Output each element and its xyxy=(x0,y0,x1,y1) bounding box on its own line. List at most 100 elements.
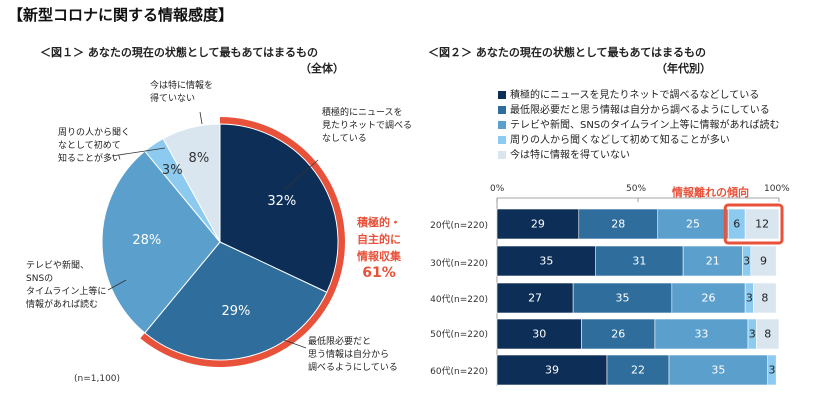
callout-line: なしている xyxy=(322,134,367,144)
bar-value-label: 35 xyxy=(615,292,629,305)
callout-leader-line xyxy=(199,111,203,125)
legend-swatch xyxy=(498,151,506,159)
fig1-title: ＜図１＞ あなたの現在の状態として最もあてはまるもの xyxy=(40,46,319,59)
callout-lines xyxy=(107,111,319,349)
bar-segment xyxy=(744,208,780,240)
pie-value-label: 29% xyxy=(221,304,251,320)
bar-value-label: 9 xyxy=(760,255,767,268)
bar-value-label: 8 xyxy=(764,328,771,341)
callout-tv-sns: テレビや新聞、 SNSの タイムライン上等に 情報があれば読む xyxy=(26,260,106,312)
page-title: 【新型コロナに関する情報感度】 xyxy=(8,6,234,24)
fig1-n-label: (n=1,100) xyxy=(74,374,121,384)
callout-minimum-info: 最低限必要だと 思う情報は自分から 調べるようにしている xyxy=(308,336,398,375)
legend-swatch xyxy=(498,121,506,129)
pie-slice xyxy=(144,241,328,361)
legend-label: 最低限必要だと思う情報は自分から調べるようにしている xyxy=(510,105,770,116)
bar-value-label: 6 xyxy=(733,218,740,231)
axis-tick: 100% xyxy=(764,184,790,194)
bar-segment xyxy=(668,354,769,386)
bar-value-label: 22 xyxy=(631,364,645,377)
highlight-line: 積極的・ xyxy=(357,216,401,229)
legend-label: 今は特に情報を得ていない xyxy=(510,150,630,161)
highlight-line: 自主的に xyxy=(357,233,401,246)
bar-segment xyxy=(606,354,670,386)
bar-value-label: 25 xyxy=(686,218,700,231)
legend-label: テレビや新聞、SNSのタイムライン上等に情報があれば読む xyxy=(510,120,780,131)
axis-tick: 50% xyxy=(626,184,647,194)
bar-value-label: 3 xyxy=(746,292,753,305)
legend-item: テレビや新聞、SNSのタイムライン上等に情報があれば読む xyxy=(498,118,779,133)
legend-label: 周りの人から聞くなどして初めて知ることが多い xyxy=(510,135,730,146)
bar-segment xyxy=(682,245,743,277)
bar-value-label: 21 xyxy=(706,255,720,268)
pie-group xyxy=(101,117,346,367)
fig2-subtitle: （年代別） xyxy=(656,62,711,75)
callout-no-info: 今は特に情報を 得ていない xyxy=(150,80,213,106)
pie-value-label: 32% xyxy=(267,193,297,209)
bar-segment xyxy=(767,354,777,386)
legend-item: 今は特に情報を得ていない xyxy=(498,148,779,163)
pie-slice xyxy=(219,123,339,293)
bar-value-label: 29 xyxy=(531,218,545,231)
bar-segment xyxy=(496,245,596,277)
bar-segment xyxy=(657,208,729,240)
callout-line: 情報があれば読む xyxy=(26,300,99,310)
bar-value-label: 12 xyxy=(755,218,769,231)
row-label: 30代(n=220) xyxy=(430,259,488,269)
bar-segment xyxy=(572,282,673,314)
legend-swatch xyxy=(498,136,506,144)
legend-item: 周りの人から聞くなどして初めて知ることが多い xyxy=(498,133,779,148)
bar-value-label: 27 xyxy=(528,292,542,305)
bar-value-label: 3 xyxy=(768,364,775,377)
bar-value-label: 30 xyxy=(532,328,546,341)
callout-line: SNSの xyxy=(26,274,54,284)
bar-segment xyxy=(671,282,746,314)
row-label: 20代(n=220) xyxy=(430,221,488,231)
callout-line: 思う情報は自分から xyxy=(308,350,390,360)
bar-segment xyxy=(756,318,780,350)
callout-leader-line xyxy=(283,159,319,191)
bar-value-label: 39 xyxy=(545,364,559,377)
callout-line: 知ることが多い xyxy=(58,154,122,164)
bar-value-label: 35 xyxy=(711,364,725,377)
legend-item: 積極的にニュースを見たりネットで調べるなどしている xyxy=(498,88,779,103)
callout-word-of-mouth: 周りの人から聞く なとして初めて 知ることが多い xyxy=(58,127,130,166)
highlight-value: 61% xyxy=(362,265,396,281)
callout-active-news: 積極的にニュースを 見たりネットで調べる なしている xyxy=(322,107,412,146)
highlight-box xyxy=(723,203,784,245)
callout-line: 今は特に情報を xyxy=(150,81,214,91)
legend-item: 最低限必要だと思う情報は自分から調べるようにしている xyxy=(498,103,779,118)
fig1-subtitle: （全体） xyxy=(300,62,344,75)
callout-line: 周りの人から聞く xyxy=(58,128,131,138)
bar-value-label: 3 xyxy=(749,328,756,341)
callout-line: 最低限必要だと xyxy=(308,337,372,347)
callout-line: 調べるようにしている xyxy=(308,363,398,373)
trend-label: 情報離れの傾向 xyxy=(672,186,749,199)
bar-segment xyxy=(753,282,777,314)
bar-value-label: 8 xyxy=(761,292,768,305)
row-label: 40代(n=220) xyxy=(430,295,488,305)
row-label: 60代(n=220) xyxy=(430,367,488,377)
fig2-title: ＜図２＞ あなたの現在の状態として最もあてはまるもの xyxy=(428,46,707,59)
pie-slice xyxy=(162,123,221,243)
bar-segment xyxy=(578,208,659,240)
callout-leader-line xyxy=(107,279,127,291)
pie-value-label: 8% xyxy=(188,150,210,166)
callout-line: なとして初めて xyxy=(58,141,121,151)
legend: 積極的にニュースを見たりネットで調べるなどしている 最低限必要だと思う情報は自分… xyxy=(498,88,779,163)
bar-value-label: 35 xyxy=(539,255,553,268)
pie-slice xyxy=(101,150,221,334)
bar-segment xyxy=(496,282,574,314)
pie-value-label: 28% xyxy=(132,233,162,248)
callout-line: 得ていない xyxy=(150,94,196,104)
highlight-line: 情報収集 xyxy=(357,250,401,263)
legend-swatch xyxy=(498,106,506,114)
axis-tick: 0% xyxy=(490,184,505,194)
bar-segment xyxy=(496,354,608,386)
callout-leader-line xyxy=(283,339,307,349)
callout-line: テレビや新聞、 xyxy=(26,261,90,271)
callout-line: 積極的にニュースを xyxy=(322,108,403,118)
